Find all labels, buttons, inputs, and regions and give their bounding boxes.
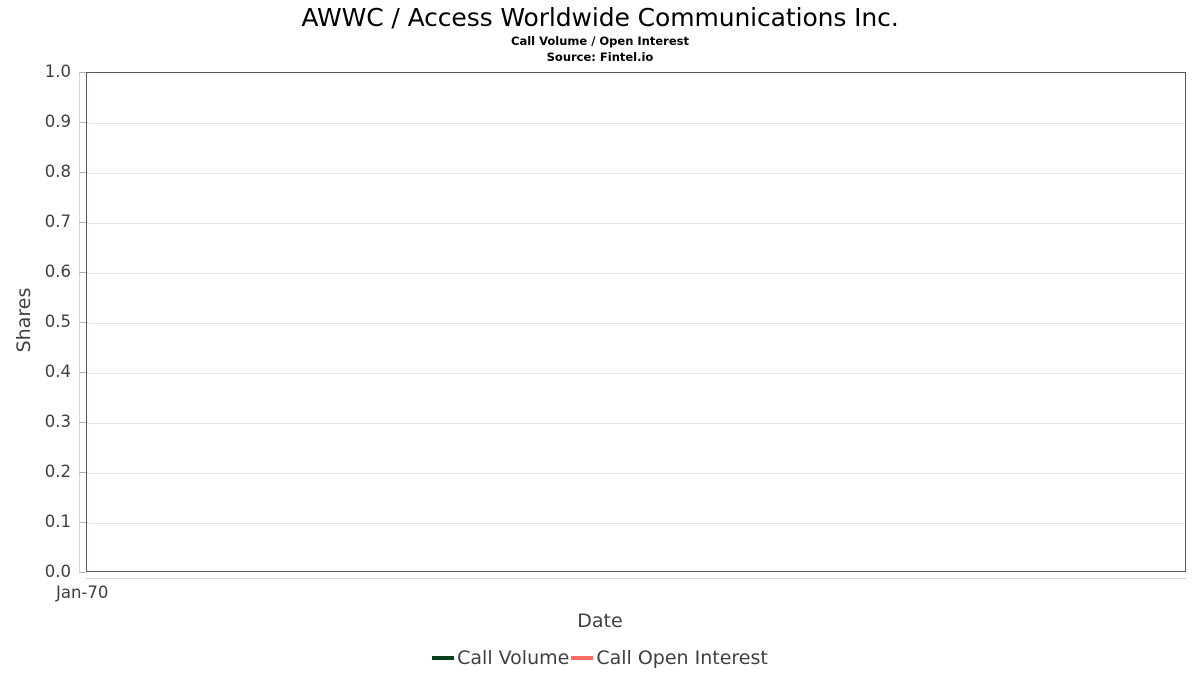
gridline	[87, 123, 1185, 124]
y-axis-tick-label: 0.4	[44, 362, 71, 381]
x-axis-title: Date	[577, 610, 623, 632]
chart-title-block: AWWC / Access Worldwide Communications I…	[0, 0, 1200, 65]
y-axis-tick-label: 0.9	[44, 112, 71, 131]
y-axis-tick-label: 0.1	[44, 512, 71, 531]
y-axis-tick	[79, 422, 86, 423]
gridline	[87, 323, 1185, 324]
y-axis-tick	[79, 172, 86, 173]
legend-label: Call Volume	[457, 647, 570, 669]
x-axis-rail	[86, 578, 1186, 579]
gridline	[87, 423, 1185, 424]
y-axis-tick-label: 0.3	[44, 412, 71, 431]
chart-source-label: Source: Fintel.io	[546, 50, 654, 64]
y-axis-tick	[79, 222, 86, 223]
legend-line-icon	[571, 656, 594, 660]
gridline	[87, 523, 1185, 524]
gridline	[87, 373, 1185, 374]
gridline	[87, 173, 1185, 174]
gridline	[87, 473, 1185, 474]
legend-item[interactable]: Call Volume	[432, 647, 569, 669]
plot-area	[86, 72, 1186, 572]
y-axis-tick	[79, 272, 86, 273]
y-axis-tick-label: 0.5	[44, 312, 71, 331]
y-axis-tick-label: 0.6	[44, 262, 71, 281]
y-axis-title: Shares	[13, 287, 35, 353]
chart-main-title: AWWC / Access Worldwide Communications I…	[301, 3, 899, 32]
y-axis-tick	[79, 72, 86, 73]
legend-item[interactable]: Call Open Interest	[571, 647, 768, 669]
legend-label: Call Open Interest	[596, 647, 768, 669]
gridline	[87, 223, 1185, 224]
y-axis-tick	[79, 572, 86, 573]
x-axis-tick-label: Jan-70	[56, 583, 109, 602]
y-axis-tick-label: 0.7	[44, 212, 71, 231]
y-axis-tick-label: 0.0	[44, 562, 71, 581]
legend-line-icon	[432, 656, 455, 660]
y-axis-tick	[79, 322, 86, 323]
y-axis-tick-label: 0.2	[44, 462, 71, 481]
chart-legend: Call Volume Call Open Interest	[0, 647, 1200, 669]
y-axis-tick-label: 1.0	[44, 62, 71, 81]
gridline	[87, 273, 1185, 274]
chart-subtitle: Call Volume / Open Interest	[511, 34, 689, 48]
y-axis-tick	[79, 472, 86, 473]
y-axis-tick	[79, 522, 86, 523]
y-axis-tick	[79, 122, 86, 123]
y-axis-tick	[79, 372, 86, 373]
y-axis-tick-label: 0.8	[44, 162, 71, 181]
